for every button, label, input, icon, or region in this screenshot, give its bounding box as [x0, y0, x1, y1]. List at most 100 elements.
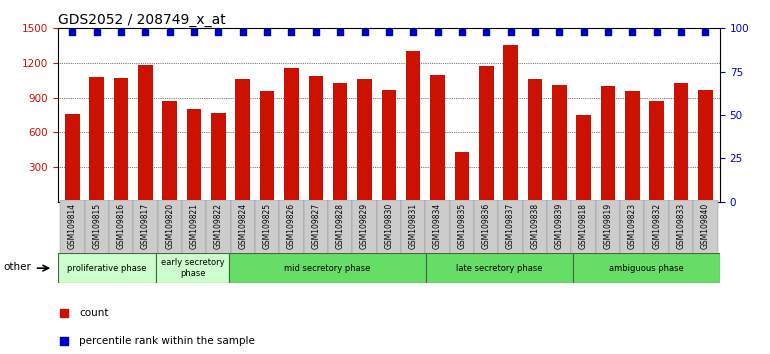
Bar [571, 200, 596, 255]
Point [699, 29, 711, 35]
Bar [425, 200, 450, 255]
Point [626, 29, 638, 35]
Bar [109, 200, 133, 255]
Bar [158, 200, 182, 255]
Point [504, 29, 517, 35]
Bar [206, 200, 230, 255]
Bar [527, 79, 542, 202]
Bar [698, 90, 713, 202]
Bar [114, 78, 129, 202]
Text: GSM109827: GSM109827 [311, 203, 320, 249]
Point [443, 204, 455, 209]
Bar [669, 200, 693, 255]
Text: GSM109819: GSM109819 [604, 203, 612, 249]
Text: GSM109838: GSM109838 [531, 203, 540, 249]
Bar [255, 200, 280, 255]
Text: GSM109837: GSM109837 [506, 203, 515, 249]
Text: GSM109833: GSM109833 [677, 203, 685, 249]
Bar [230, 200, 255, 255]
Bar [138, 65, 152, 202]
Text: ambiguous phase: ambiguous phase [609, 264, 684, 273]
Point [553, 29, 565, 35]
Text: GSM109816: GSM109816 [116, 203, 126, 249]
Bar [357, 79, 372, 202]
Bar [182, 200, 206, 255]
Bar [498, 200, 523, 255]
Point [310, 29, 322, 35]
Bar [401, 200, 425, 255]
Text: GSM109831: GSM109831 [409, 203, 417, 249]
Bar [573, 253, 720, 283]
Point [529, 29, 541, 35]
Bar [60, 200, 85, 255]
Point [651, 29, 663, 35]
Bar [333, 83, 347, 202]
Bar [406, 51, 420, 202]
Bar [284, 68, 299, 202]
Bar [133, 200, 158, 255]
Bar [479, 67, 494, 202]
Point [602, 29, 614, 35]
Bar [162, 101, 177, 202]
Text: GSM109814: GSM109814 [68, 203, 77, 249]
Point [213, 29, 225, 35]
Text: mid secretory phase: mid secretory phase [284, 264, 370, 273]
Text: GSM109820: GSM109820 [166, 203, 174, 249]
Bar [89, 77, 104, 202]
Point [286, 29, 298, 35]
Bar [236, 79, 250, 202]
Bar [303, 200, 328, 255]
Point [358, 29, 370, 35]
Bar [576, 115, 591, 202]
Point [431, 29, 444, 35]
Bar [280, 200, 303, 255]
Bar [474, 200, 498, 255]
Bar [625, 91, 640, 202]
Text: GSM109839: GSM109839 [554, 203, 564, 249]
Point [407, 29, 420, 35]
Text: GSM109824: GSM109824 [238, 203, 247, 249]
Bar [58, 253, 156, 283]
Bar [156, 253, 229, 283]
Text: GSM109823: GSM109823 [628, 203, 637, 249]
Bar [547, 200, 571, 255]
Text: GSM109836: GSM109836 [482, 203, 490, 249]
Text: GSM109834: GSM109834 [433, 203, 442, 249]
Bar [674, 83, 688, 202]
Bar [601, 86, 615, 202]
Bar [596, 200, 620, 255]
Bar [309, 76, 323, 202]
Point [383, 29, 395, 35]
Point [91, 29, 103, 35]
Point [334, 29, 346, 35]
Bar [504, 45, 518, 202]
Bar [693, 200, 718, 255]
Point [480, 29, 492, 35]
Bar [430, 75, 445, 202]
Text: GSM109825: GSM109825 [263, 203, 272, 249]
Text: proliferative phase: proliferative phase [67, 264, 146, 273]
Text: GSM109830: GSM109830 [384, 203, 393, 249]
Point [66, 29, 79, 35]
Bar [426, 253, 573, 283]
Bar [211, 113, 226, 202]
Text: GSM109822: GSM109822 [214, 203, 223, 249]
Bar [85, 200, 109, 255]
Point [163, 29, 176, 35]
Text: GSM109835: GSM109835 [457, 203, 467, 249]
Text: GSM109817: GSM109817 [141, 203, 150, 249]
Text: GSM109826: GSM109826 [287, 203, 296, 249]
Bar [450, 200, 474, 255]
Text: GDS2052 / 208749_x_at: GDS2052 / 208749_x_at [58, 13, 226, 27]
Bar [353, 200, 377, 255]
Text: late secretory phase: late secretory phase [456, 264, 543, 273]
Text: GSM109828: GSM109828 [336, 203, 345, 249]
Text: GSM109815: GSM109815 [92, 203, 101, 249]
Point [261, 29, 273, 35]
Text: GSM109832: GSM109832 [652, 203, 661, 249]
Bar [649, 101, 664, 202]
Point [236, 29, 249, 35]
Text: other: other [3, 262, 31, 272]
Bar [377, 200, 401, 255]
Bar [187, 109, 202, 202]
